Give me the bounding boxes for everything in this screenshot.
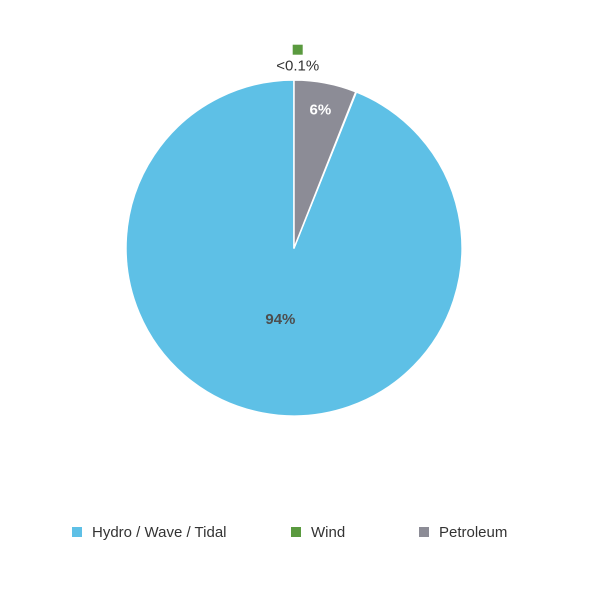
legend-label-wind: Wind <box>311 523 346 541</box>
legend-swatch-hydro <box>72 527 82 537</box>
outside-marker-wind <box>292 44 303 55</box>
pie-labels: 94% <0.1% 6% <box>265 44 332 328</box>
data-label-petroleum: 6% <box>310 101 332 118</box>
outside-label-wind: <0.1% <box>276 58 319 75</box>
legend-label-hydro: Hydro / Wave / Tidal <box>92 523 227 541</box>
legend-item-wind[interactable]: Wind <box>291 522 345 542</box>
chart-legend: Hydro / Wave / Tidal Wind Petroleum <box>0 522 600 544</box>
pie-slices <box>125 79 463 417</box>
data-label-hydro-wave-tidal: 94% <box>265 311 295 328</box>
legend-label-petroleum: Petroleum <box>439 523 508 541</box>
legend-item-petroleum[interactable]: Petroleum <box>419 522 507 542</box>
legend-item-hydro[interactable]: Hydro / Wave / Tidal <box>72 522 227 542</box>
legend-swatch-petroleum <box>419 527 429 537</box>
pie-slice-petroleum[interactable] <box>293 79 357 249</box>
legend-swatch-wind <box>291 527 301 537</box>
